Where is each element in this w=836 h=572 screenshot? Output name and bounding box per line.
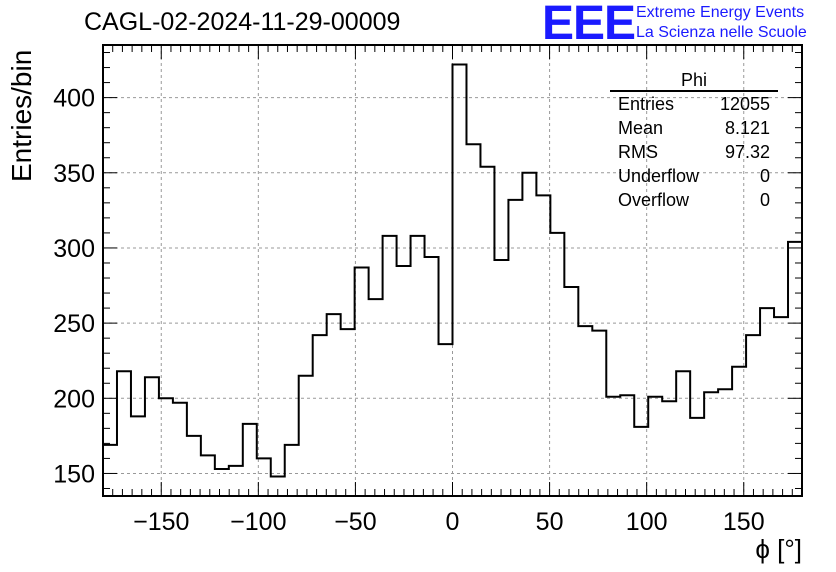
stats-label: Mean: [618, 118, 664, 138]
stats-value: 12055: [719, 94, 770, 114]
histogram-bin: [117, 371, 131, 496]
y-tick-label: 400: [53, 85, 95, 113]
x-tick-label: 0: [446, 508, 460, 536]
histogram-bin: [187, 436, 201, 496]
histogram-bin: [313, 335, 327, 496]
histogram-bin: [201, 455, 215, 496]
histogram-bin: [564, 287, 578, 496]
histogram-bin: [173, 403, 187, 496]
stats-row-overflow: Overflow 0: [610, 188, 778, 212]
y-tick-label: 200: [53, 385, 95, 413]
histogram-bin: [550, 233, 564, 496]
stats-value: 8.121: [724, 118, 770, 138]
histogram-bin: [536, 195, 550, 496]
histogram-bin: [299, 376, 313, 496]
logo-line-1: Extreme Energy Events: [636, 4, 805, 21]
histogram-bin: [662, 401, 676, 496]
histogram-bin: [327, 314, 341, 496]
histogram-bin: [718, 389, 732, 496]
histogram-bin: [425, 257, 439, 496]
histogram-bin: [508, 200, 522, 496]
stats-row-underflow: Underflow 0: [610, 164, 778, 188]
x-tick-label: 100: [626, 508, 668, 536]
histogram-bin: [606, 397, 620, 496]
stats-label: RMS: [618, 142, 658, 162]
histogram-bin: [620, 395, 634, 496]
x-tick-label: −100: [230, 508, 286, 536]
histogram-bin: [215, 469, 229, 496]
stats-row-rms: RMS 97.32: [610, 140, 778, 164]
histogram-bin: [229, 466, 243, 496]
eee-logo: EEE: [542, 0, 636, 50]
histogram-bin: [355, 267, 369, 496]
stats-label: Overflow: [618, 190, 690, 210]
y-tick-label: 300: [53, 235, 95, 263]
stats-value: 97.32: [724, 142, 770, 162]
histogram-bin: [453, 65, 467, 496]
histogram-bin: [369, 299, 383, 496]
histogram-bin: [243, 424, 257, 496]
histogram-bin: [704, 392, 718, 496]
histogram-bin: [634, 427, 648, 496]
histogram-bin: [760, 308, 774, 496]
x-tick-label: −50: [334, 508, 376, 536]
histogram-bin: [383, 236, 397, 496]
x-tick-label: 50: [536, 508, 564, 536]
histogram-bin: [676, 371, 690, 496]
histogram-bin: [397, 266, 411, 496]
histogram-bin: [578, 326, 592, 496]
stats-box: Phi Entries 12055 Mean 8.121 RMS 97.32 U…: [610, 70, 778, 212]
histogram-bin: [592, 331, 606, 496]
histogram-bin: [774, 317, 788, 496]
histogram-bin: [466, 144, 480, 496]
x-tick-label: 150: [723, 508, 765, 536]
histogram-bin: [285, 445, 299, 496]
y-tick-label: 150: [53, 460, 95, 488]
stats-title: Phi: [610, 70, 778, 92]
histogram-bin: [145, 377, 159, 496]
histogram-bin: [257, 458, 271, 496]
stats-value: 0: [759, 190, 770, 210]
logo-line-2: La Scienza nelle Scuole: [636, 24, 807, 41]
x-tick-label: −150: [133, 508, 189, 536]
histogram-bin: [746, 335, 760, 496]
y-tick-label: 250: [53, 310, 95, 338]
histogram-bin: [690, 418, 704, 496]
histogram-bin: [522, 173, 536, 496]
stats-row-entries: Entries 12055: [610, 92, 778, 116]
histogram-bin: [341, 329, 355, 496]
histogram-bin: [480, 167, 494, 496]
x-axis-label: ϕ [°]: [755, 534, 802, 564]
histogram-bin: [411, 236, 425, 496]
histogram-bin: [788, 242, 802, 496]
histogram-bin: [648, 397, 662, 496]
histogram-bin: [131, 416, 145, 496]
stats-label: Underflow: [618, 166, 700, 186]
histogram-outline: [103, 63, 802, 478]
stats-value: 0: [759, 166, 770, 186]
stats-label: Entries: [618, 94, 675, 114]
chart-title: CAGL-02-2024-11-29-00009: [84, 8, 401, 36]
histogram-bin: [494, 260, 508, 496]
stats-row-mean: Mean 8.121: [610, 116, 778, 140]
y-tick-label: 350: [53, 160, 95, 188]
